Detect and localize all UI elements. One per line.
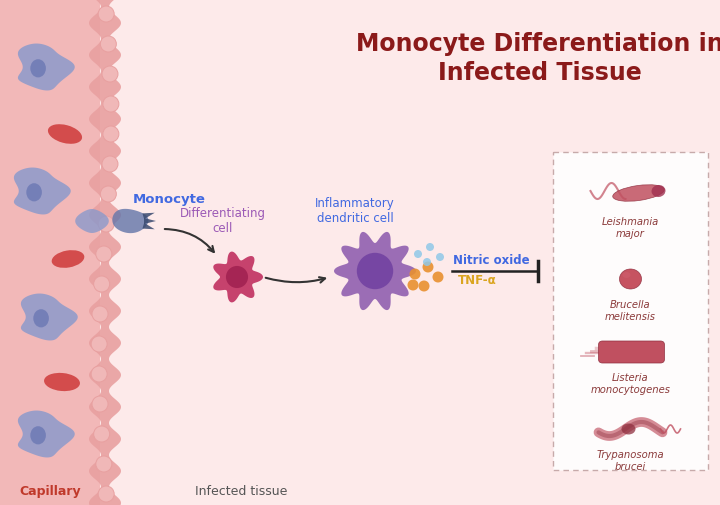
Circle shape [96,456,112,472]
Circle shape [426,243,434,251]
Polygon shape [334,232,416,311]
Text: Infected tissue: Infected tissue [195,484,287,497]
Polygon shape [144,219,156,225]
Ellipse shape [33,310,49,328]
Ellipse shape [30,60,46,78]
FancyBboxPatch shape [598,341,665,363]
Text: Inflammatory
dendritic cell: Inflammatory dendritic cell [315,196,395,225]
Polygon shape [143,213,155,220]
Circle shape [102,157,118,173]
Polygon shape [18,411,75,458]
Text: Leishmania
major: Leishmania major [602,217,659,239]
Circle shape [94,426,109,442]
Ellipse shape [52,250,84,268]
Text: Monocyte Differentiation in
Infected Tissue: Monocyte Differentiation in Infected Tis… [356,32,720,84]
Ellipse shape [44,373,80,391]
Circle shape [98,486,114,502]
Text: Capillary: Capillary [19,484,81,497]
Circle shape [433,272,444,283]
Circle shape [423,259,431,267]
Text: Brucella
melitensis: Brucella melitensis [605,299,656,322]
Circle shape [91,336,107,352]
Polygon shape [18,44,75,91]
Text: Listeria
monocytogenes: Listeria monocytogenes [590,372,670,394]
Circle shape [103,97,119,113]
Circle shape [91,366,107,382]
Circle shape [418,281,430,292]
Circle shape [410,269,420,280]
Circle shape [423,262,433,273]
Polygon shape [112,210,148,234]
Circle shape [103,127,119,143]
Circle shape [100,37,117,53]
Bar [0,0,100,505]
Ellipse shape [30,426,46,444]
Circle shape [92,396,108,412]
Ellipse shape [48,125,82,144]
Ellipse shape [613,185,665,202]
Ellipse shape [623,273,631,278]
Circle shape [96,246,112,263]
Ellipse shape [621,424,636,435]
Text: Monocyte: Monocyte [133,193,206,206]
Circle shape [226,267,248,288]
Text: Trypanosoma
brucei: Trypanosoma brucei [597,449,665,472]
Circle shape [92,307,108,322]
Circle shape [436,254,444,262]
FancyBboxPatch shape [553,153,708,470]
Circle shape [102,67,118,83]
Circle shape [414,250,422,259]
Polygon shape [143,223,155,230]
Ellipse shape [619,270,642,289]
Circle shape [98,217,114,232]
Ellipse shape [652,186,665,197]
Bar [100,0,720,505]
Text: TNF-α: TNF-α [458,273,497,286]
Circle shape [94,276,109,292]
Polygon shape [89,0,121,505]
Text: Nitric oxide: Nitric oxide [453,253,530,266]
Circle shape [100,187,117,203]
Ellipse shape [27,184,42,202]
Polygon shape [14,168,71,215]
Circle shape [98,7,114,23]
Polygon shape [21,294,78,341]
Polygon shape [75,210,109,233]
Circle shape [408,280,418,291]
Circle shape [357,254,393,290]
Text: Differentiating
cell: Differentiating cell [180,207,266,234]
Polygon shape [213,252,263,303]
